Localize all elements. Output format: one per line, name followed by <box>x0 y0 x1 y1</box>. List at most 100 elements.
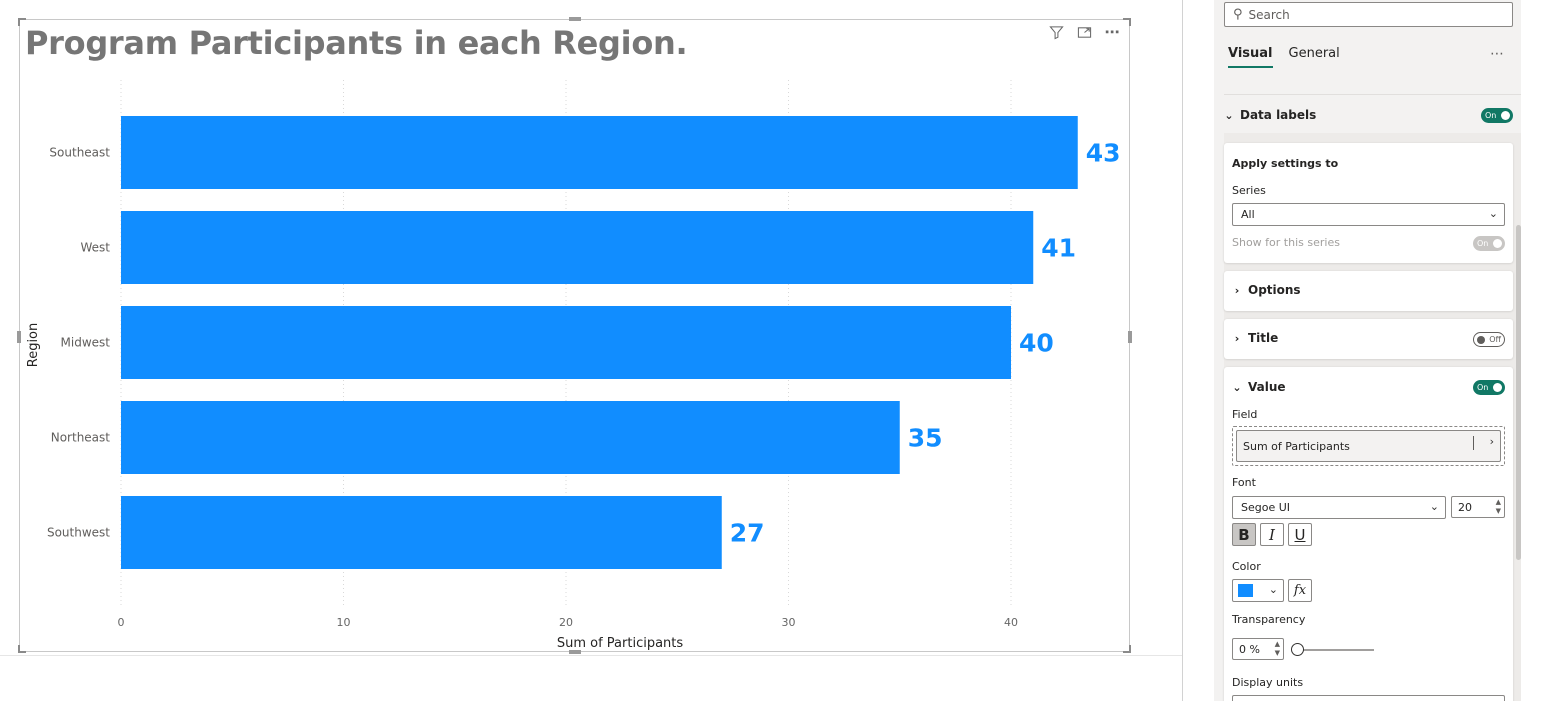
search-icon: ⚲ <box>1233 7 1243 22</box>
apply-settings-card: Apply settings to Series All ⌄ Show for … <box>1224 143 1513 263</box>
chevron-down-icon: ⌄ <box>1232 380 1242 394</box>
bold-button[interactable]: B <box>1232 523 1256 546</box>
data-label: 27 <box>730 519 765 548</box>
resize-handle-bottom[interactable] <box>569 650 581 654</box>
chevron-down-icon: ⌄ <box>1268 583 1278 596</box>
section-data-labels[interactable]: ⌄ Data labels <box>1224 108 1316 122</box>
data-label: 43 <box>1086 139 1121 168</box>
transparency-stepper[interactable]: 0 % ▲ ▼ <box>1232 638 1284 660</box>
x-tick-label: 40 <box>1004 616 1018 629</box>
italic-button[interactable]: I <box>1260 523 1284 546</box>
title-toggle[interactable]: Off <box>1473 332 1505 347</box>
data-label: 40 <box>1019 329 1054 358</box>
resize-corner-top-left[interactable] <box>18 18 26 26</box>
chevron-down-icon: ⌄ <box>1224 108 1234 122</box>
transparency-label: Transparency <box>1232 613 1306 626</box>
tab-visual[interactable]: Visual <box>1228 46 1273 68</box>
section-title[interactable]: › Title <box>1232 331 1279 345</box>
series-dropdown[interactable]: All ⌄ <box>1232 203 1505 226</box>
section-options[interactable]: › Options <box>1232 283 1301 297</box>
x-axis-title: Sum of Participants <box>557 636 684 651</box>
color-swatch <box>1238 584 1253 597</box>
show-for-series-label: Show for this series <box>1232 236 1340 249</box>
chevron-down-icon: ⌄ <box>1429 500 1439 513</box>
transparency-value: 0 % <box>1239 642 1260 656</box>
pane-more-options-icon[interactable]: ⋯ <box>1490 46 1505 62</box>
bar <box>121 306 1011 379</box>
format-pane: ⚲ Search Visual General ⋯ ⌄ Data labels … <box>1214 0 1521 701</box>
pane-tabs: Visual General <box>1228 46 1340 68</box>
stepper-arrows-icon[interactable]: ▲ ▼ <box>1495 498 1501 515</box>
x-tick-label: 0 <box>118 616 125 629</box>
transparency-slider-track[interactable] <box>1294 649 1374 651</box>
category-label: Northeast <box>51 431 111 445</box>
y-axis-title: Region <box>26 323 41 368</box>
field-pill-value: Sum of Participants <box>1243 439 1350 453</box>
chevron-right-icon[interactable]: › <box>1489 435 1494 448</box>
pane-scrollbar[interactable] <box>1516 225 1521 560</box>
bar <box>121 401 900 474</box>
field-label: Field <box>1232 408 1258 421</box>
focus-mode-icon[interactable] <box>1075 23 1093 41</box>
category-label: Midwest <box>61 336 111 350</box>
divider <box>1224 94 1521 95</box>
conditional-format-fx-button[interactable]: fx <box>1288 579 1312 602</box>
x-tick-label: 30 <box>782 616 796 629</box>
x-tick-label: 20 <box>559 616 573 629</box>
bar-chart-visual[interactable]: 0 10 20 30 40 Southeast 43 West 41 Midwest 40 North… <box>17 17 1132 654</box>
chevron-right-icon: › <box>1234 331 1240 345</box>
x-tick-label: 10 <box>337 616 351 629</box>
underline-button[interactable]: U <box>1288 523 1312 546</box>
series-dropdown-value: All <box>1241 208 1255 221</box>
visual-header-toolbar: ⋯ <box>1047 23 1121 41</box>
resize-corner-bottom-left[interactable] <box>18 645 26 653</box>
resize-corner-bottom-right[interactable] <box>1123 645 1131 653</box>
font-size-value: 20 <box>1458 500 1472 514</box>
font-size-stepper[interactable]: 20 ▲ ▼ <box>1451 496 1505 518</box>
font-family-value: Segoe UI <box>1241 501 1291 514</box>
resize-handle-right[interactable] <box>1128 331 1132 343</box>
color-picker[interactable]: ⌄ <box>1232 579 1284 602</box>
resize-handle-top[interactable] <box>569 17 581 21</box>
font-label: Font <box>1232 476 1256 489</box>
section-data-labels-label: Data labels <box>1240 108 1317 122</box>
more-options-icon[interactable]: ⋯ <box>1104 23 1120 41</box>
value-toggle[interactable]: On <box>1473 380 1505 395</box>
category-label: Southwest <box>47 526 110 540</box>
series-label: Series <box>1232 184 1266 197</box>
transparency-slider-thumb[interactable] <box>1291 643 1304 656</box>
data-label: 41 <box>1041 234 1076 263</box>
field-pill[interactable]: Sum of Participants › <box>1236 430 1501 462</box>
section-value[interactable]: ⌄ Value <box>1232 380 1286 394</box>
font-family-dropdown[interactable]: Segoe UI ⌄ <box>1232 496 1446 519</box>
bar <box>121 116 1078 189</box>
show-for-series-toggle: On <box>1473 236 1505 251</box>
resize-corner-top-right[interactable] <box>1123 18 1131 26</box>
apply-settings-heading: Apply settings to <box>1232 157 1339 170</box>
chart-title: Program Participants in each Region. <box>25 24 688 62</box>
chevron-right-icon: › <box>1234 283 1240 297</box>
data-labels-toggle[interactable]: On <box>1481 108 1513 123</box>
tab-general[interactable]: General <box>1288 46 1340 61</box>
data-label: 35 <box>908 424 943 453</box>
search-placeholder: Search <box>1248 7 1290 22</box>
bar <box>121 211 1034 284</box>
canvas-empty-area <box>0 655 1183 701</box>
report-canvas: 0 10 20 30 40 Southeast 43 West 41 Midwest 40 North… <box>0 17 1183 701</box>
chart-plot: 0 10 20 30 40 Southeast 43 West 41 Midwest 40 North… <box>26 80 1121 651</box>
filter-icon[interactable] <box>1047 23 1065 41</box>
search-input[interactable]: ⚲ Search <box>1224 2 1513 27</box>
category-label: Southeast <box>49 146 110 160</box>
display-units-dropdown[interactable] <box>1232 695 1505 701</box>
bar <box>121 496 722 569</box>
display-units-label: Display units <box>1232 676 1304 689</box>
resize-handle-left[interactable] <box>17 331 21 343</box>
title-card[interactable]: › Title Off <box>1224 319 1513 359</box>
category-label: West <box>80 241 110 255</box>
pane-divider[interactable] <box>1182 0 1183 701</box>
field-well[interactable]: Sum of Participants › <box>1232 426 1505 466</box>
options-card[interactable]: › Options <box>1224 271 1513 311</box>
color-label: Color <box>1232 560 1261 573</box>
stepper-arrows-icon[interactable]: ▲ ▼ <box>1274 640 1280 657</box>
value-card: ⌄ Value On Field Sum of Participants › F… <box>1224 367 1513 701</box>
